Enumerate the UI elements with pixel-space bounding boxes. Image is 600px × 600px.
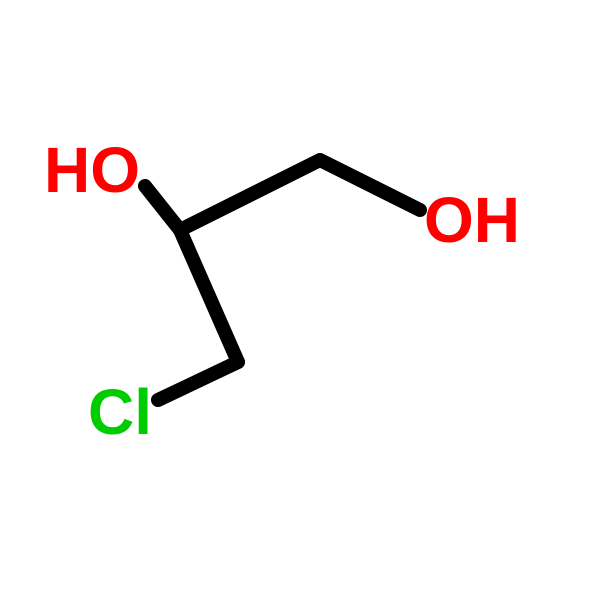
bond <box>180 160 320 230</box>
atom-label-oh-left: HO <box>44 138 140 202</box>
bond <box>145 186 180 230</box>
bond <box>180 230 238 362</box>
bond-layer <box>0 0 600 600</box>
bond <box>158 362 238 400</box>
molecule-diagram: HO OH Cl <box>0 0 600 600</box>
atom-label-oh-right: OH <box>424 188 520 252</box>
atom-label-cl: Cl <box>88 380 152 444</box>
bond <box>320 160 420 210</box>
